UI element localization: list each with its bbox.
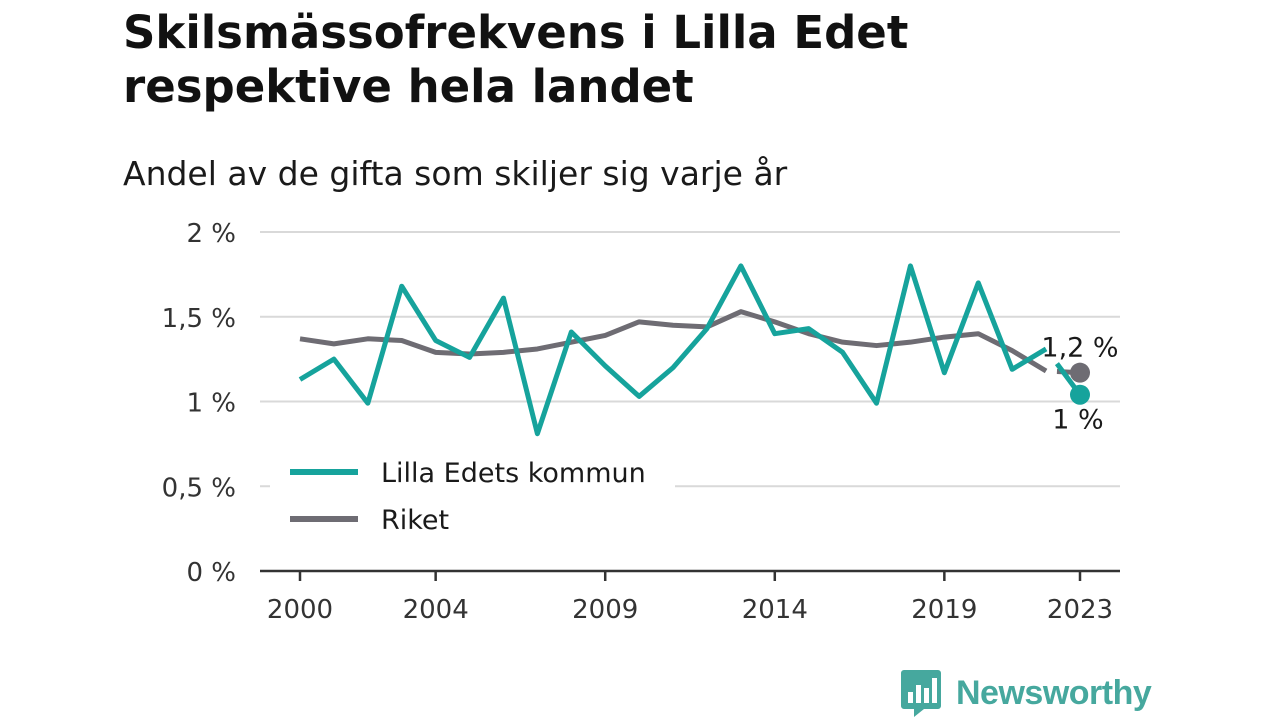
legend-entry: Lilla Edets kommun	[381, 458, 646, 489]
x-tick-label: 2023	[1047, 595, 1113, 625]
chart-title: Skilsmässofrekvens i Lilla Edet respekti…	[123, 6, 909, 113]
brand-name: Newsworthy	[956, 673, 1152, 712]
series-end-point	[1070, 384, 1090, 405]
x-tick-label: 2014	[742, 595, 808, 625]
y-tick-label: 0 %	[186, 558, 236, 588]
legend-entry: Riket	[381, 505, 449, 536]
series-end-point	[1070, 362, 1090, 383]
brand-logo: Newsworthy	[900, 668, 1152, 718]
series-line	[298, 263, 1048, 437]
y-axis-ticks: 0 % 0,5 % 1 % 1,5 % 2 %	[162, 219, 236, 588]
series-lines	[298, 263, 1090, 437]
legend-background	[270, 446, 675, 546]
newsworthy-logo-icon	[901, 670, 941, 717]
x-tick-label: 2019	[911, 595, 977, 625]
legend: Lilla Edets kommun Riket	[270, 446, 675, 546]
x-tick-label: 2000	[267, 595, 333, 625]
x-tick-label: 2004	[403, 595, 469, 625]
series-line	[299, 309, 1048, 374]
x-axis-ticks: 2000 2004 2009 2014 2019 2023	[267, 571, 1113, 625]
y-tick-label: 0,5 %	[162, 473, 236, 503]
chart-subtitle: Andel av de gifta som skiljer sig varje …	[123, 154, 788, 193]
y-tick-label: 1 %	[186, 389, 236, 419]
x-tick-label: 2009	[572, 595, 638, 625]
y-tick-label: 1,5 %	[162, 304, 236, 334]
end-labels: 1,2 % 1 %	[1041, 333, 1118, 436]
lilla-edet-end-label: 1 %	[1052, 405, 1103, 436]
riket-end-label: 1,2 %	[1041, 333, 1118, 364]
y-tick-label: 2 %	[186, 219, 236, 249]
